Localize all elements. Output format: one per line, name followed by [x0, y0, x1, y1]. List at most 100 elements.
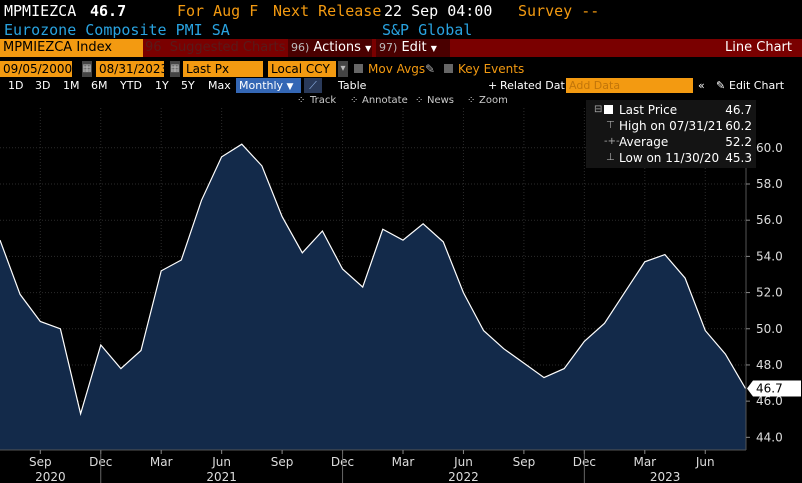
legend-last-price-value: 46.7	[725, 103, 752, 117]
x-tick-label: Mar	[633, 455, 656, 469]
track-icon: ⁘	[297, 95, 306, 106]
key-events-label[interactable]: Key Events	[458, 62, 525, 76]
x-tick-label: Jun	[695, 455, 715, 469]
add-data-field[interactable]: Add Data	[566, 78, 693, 93]
legend-high: ⊤ High on 07/31/21 60.2	[586, 118, 756, 134]
average-marker-icon: -+-	[604, 136, 620, 147]
x-tick-label: Mar	[150, 455, 173, 469]
year-label: 2020	[35, 470, 66, 483]
legend-average: -+- Average 52.2	[586, 134, 756, 150]
header-row-1: MPMIEZCA 46.7 For Aug F Next Release 22 …	[0, 0, 802, 20]
year-label: 2023	[650, 470, 681, 483]
range-1m[interactable]: 1M	[63, 79, 80, 92]
edit-chart-button[interactable]: Edit Chart	[729, 79, 785, 92]
ticker: MPMIEZCA	[4, 2, 77, 20]
high-marker-icon: ⊤	[606, 120, 615, 131]
mov-avgs-label[interactable]: Mov Avgs	[368, 62, 426, 76]
low-marker-icon: ⊥	[606, 152, 615, 163]
news-icon: ⁘	[415, 95, 424, 106]
annotate-icon: ⁘	[350, 95, 359, 106]
chart-toolbar: MPMIEZCA Index 96 Suggested Charts 96) A…	[0, 39, 802, 57]
x-tick-label: Dec	[331, 455, 354, 469]
key-events-checkbox[interactable]	[444, 64, 453, 73]
y-tick-label: 44.0	[756, 430, 783, 444]
legend-swatch	[604, 105, 613, 114]
year-label: 2021	[206, 470, 237, 483]
header-row-2: Eurozone Composite PMI SA S&P Global	[0, 20, 802, 39]
range-1y[interactable]: 1Y	[155, 79, 169, 92]
currency-select[interactable]: Local CCY	[268, 61, 336, 77]
actions-num: 96)	[291, 41, 310, 54]
legend-average-label: Average	[619, 135, 669, 149]
y-axis-ticks: 44.0 46.0 48.0 50.0 52.0 54.0 56.0 58.0 60.0	[746, 141, 783, 444]
legend-low: ⊥ Low on 11/30/20 45.3	[586, 150, 756, 166]
suggested-charts-num: 96	[145, 40, 162, 55]
zoom-button[interactable]: Zoom	[479, 95, 508, 106]
year-label: 2022	[448, 470, 479, 483]
y-tick-label: 46.0	[756, 394, 783, 408]
legend-high-value: 60.2	[725, 119, 752, 133]
legend-average-value: 52.2	[725, 135, 752, 149]
field-select[interactable]: Last Px	[183, 61, 263, 77]
edit-button[interactable]: 97) Edit ▼	[376, 39, 450, 57]
x-tick-label: Sep	[29, 455, 52, 469]
annotate-button[interactable]: Annotate	[362, 95, 408, 106]
x-tick-label: Dec	[89, 455, 112, 469]
chevron-down-icon: ▼	[430, 44, 437, 53]
security-field[interactable]: MPMIEZCA Index	[0, 39, 143, 57]
track-button[interactable]: Track	[310, 95, 337, 106]
legend-last-price-label: Last Price	[619, 103, 678, 117]
mov-avgs-checkbox[interactable]	[354, 64, 363, 73]
series-line	[0, 143, 747, 417]
controls-row: 09/05/2000 ▦ 08/31/2023 ▦ Last Px Local …	[0, 61, 802, 77]
x-tick-label: Sep	[513, 455, 536, 469]
legend-last-price: ⊟ Last Price 46.7	[586, 102, 756, 118]
double-chevron-left-icon[interactable]: «	[698, 79, 705, 92]
calendar-icon[interactable]: ▦	[82, 61, 92, 77]
line-chart-icon[interactable]: ⟋	[304, 78, 322, 93]
period-select[interactable]: Monthly ▼	[236, 78, 301, 93]
actions-button[interactable]: 96) Actions ▼	[288, 39, 372, 57]
chart-tools-row: ⁘ Track ⁘ Annotate ⁘ News ⁘ Zoom	[280, 94, 520, 108]
legend-low-label: Low on 11/30/20	[619, 151, 720, 165]
currency-dropdown-icon[interactable]: ▾	[338, 61, 348, 77]
legend-box[interactable]: ⊟ Last Price 46.7 ⊤ High on 07/31/21 60.…	[586, 100, 756, 168]
calendar-icon[interactable]: ▦	[170, 61, 180, 77]
range-3d[interactable]: 3D	[35, 79, 51, 92]
next-release-label: Next Release	[273, 2, 382, 20]
legend-low-value: 45.3	[725, 151, 752, 165]
survey-label: Survey --	[518, 2, 600, 20]
pencil-icon[interactable]: ✎	[425, 62, 436, 76]
legend-marker-icon: ⊟	[594, 104, 603, 115]
end-date-field[interactable]: 08/31/2023	[96, 61, 168, 77]
next-release-value: 22 Sep 04:00	[384, 2, 493, 20]
chevron-down-icon: ▼	[365, 44, 372, 53]
x-tick-label: Sep	[271, 455, 294, 469]
y-tick-label: 56.0	[756, 213, 783, 227]
range-5y[interactable]: 5Y	[181, 79, 195, 92]
range-ytd[interactable]: YTD	[120, 79, 142, 92]
wrench-icon[interactable]: ✎	[716, 79, 726, 92]
range-max[interactable]: Max	[208, 79, 231, 92]
y-tick-label: 50.0	[756, 322, 783, 336]
table-button[interactable]: Table	[338, 79, 367, 92]
y-tick-label: 52.0	[756, 286, 783, 300]
plus-icon: +	[488, 79, 498, 92]
chevron-down-icon: ▼	[286, 82, 294, 92]
x-tick-label: Mar	[392, 455, 415, 469]
description: Eurozone Composite PMI SA	[4, 21, 230, 39]
range-1d[interactable]: 1D	[8, 79, 24, 92]
edit-num: 97)	[379, 41, 398, 54]
related-data-button[interactable]: Related Dat	[500, 79, 565, 92]
y-tick-label: 48.0	[756, 358, 783, 372]
x-tick-label: Jun	[211, 455, 231, 469]
range-6m[interactable]: 6M	[91, 79, 108, 92]
start-date-field[interactable]: 09/05/2000	[0, 61, 72, 77]
chart-type-label: Line Chart	[725, 40, 792, 55]
x-axis-years: 2020 2021 2022 2023	[35, 450, 680, 483]
suggested-charts-button[interactable]: 96 Suggested Charts	[145, 39, 285, 57]
range-row: 1D 3D 1M 6M YTD 1Y 5Y Max Monthly ▼ ⟋ Ta…	[0, 78, 802, 93]
y-tick-label: 54.0	[756, 249, 783, 263]
news-button[interactable]: News	[427, 95, 455, 106]
last-value-tag-text: 46.7	[756, 381, 783, 395]
